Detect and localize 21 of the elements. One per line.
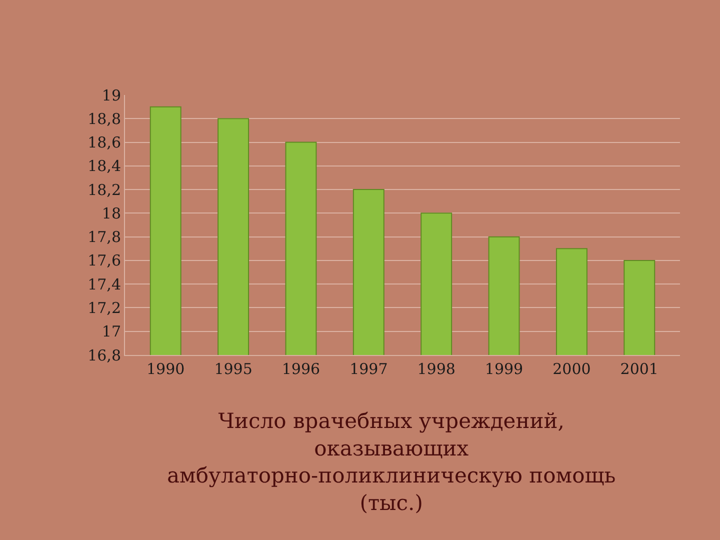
y-tick-label: 19 xyxy=(102,86,121,104)
y-tick-label: 17,8 xyxy=(88,228,121,246)
x-tick-label: 1995 xyxy=(214,360,252,378)
x-tick-label: 2001 xyxy=(620,360,658,378)
y-tick-label: 18,2 xyxy=(88,180,121,199)
y-tick-label: 17 xyxy=(102,322,121,341)
x-tick-label: 2000 xyxy=(552,360,591,378)
x-tick-label: 1990 xyxy=(146,360,185,378)
y-tick-label: 17,4 xyxy=(88,275,121,294)
x-tick-label: 1996 xyxy=(282,360,320,378)
x-tick-label: 1999 xyxy=(484,360,524,378)
y-tick-label: 18,6 xyxy=(88,134,121,152)
y-tick-label: 17,6 xyxy=(88,252,121,270)
x-tick-label: 1998 xyxy=(417,360,456,378)
y-tick-label: 18 xyxy=(102,204,121,222)
x-tick-label: 1997 xyxy=(350,360,388,378)
y-tick-label: 16,8 xyxy=(88,346,121,364)
y-tick-label: 18,8 xyxy=(88,110,121,128)
y-tick-label: 17,2 xyxy=(88,298,121,317)
y-tick-label: 18,4 xyxy=(88,157,121,176)
text: Число врачебных учреждений, оказывающих амбулаторно-поликлиническую помощь (тыс.) xyxy=(167,409,616,515)
